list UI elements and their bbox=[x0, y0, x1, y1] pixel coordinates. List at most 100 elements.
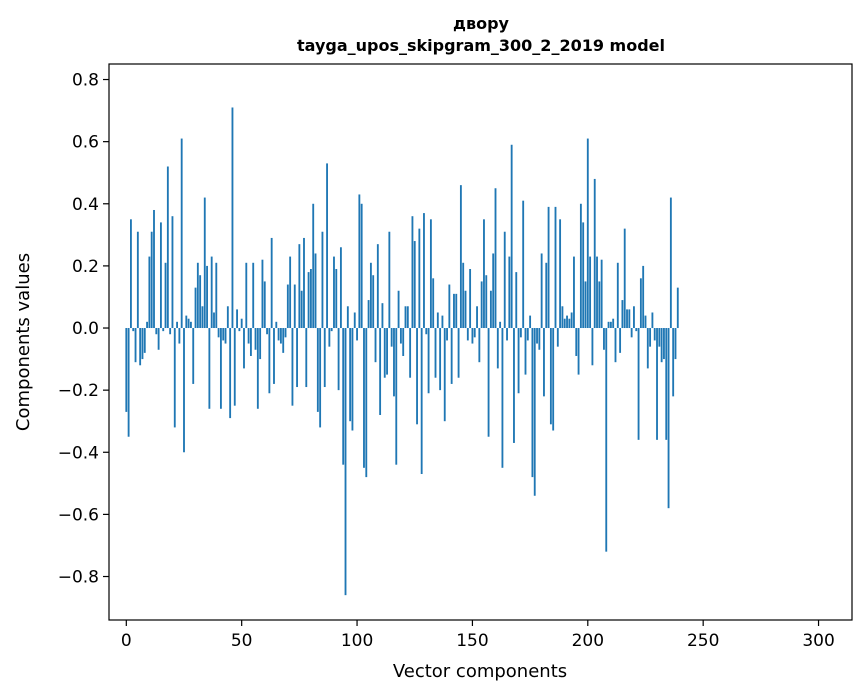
bar-1 bbox=[127, 328, 130, 437]
bar-232 bbox=[660, 328, 663, 363]
bar-162 bbox=[499, 321, 502, 329]
bar-222 bbox=[637, 328, 640, 440]
bar-185 bbox=[552, 328, 555, 431]
bar-180 bbox=[540, 253, 543, 329]
bar-2 bbox=[130, 219, 132, 329]
bar-0 bbox=[125, 328, 128, 412]
bar-176 bbox=[531, 328, 534, 478]
bar-79 bbox=[307, 272, 310, 329]
bar-43 bbox=[224, 328, 227, 344]
bar-84 bbox=[319, 328, 322, 428]
bar-7 bbox=[141, 328, 144, 360]
bar-198 bbox=[582, 222, 585, 329]
bar-81 bbox=[312, 203, 315, 329]
bar-170 bbox=[517, 328, 520, 394]
bar-62 bbox=[268, 328, 271, 394]
bar-155 bbox=[483, 219, 485, 329]
x-tick-label: 200 bbox=[572, 631, 604, 651]
bar-98 bbox=[351, 328, 354, 431]
chart-title: двору bbox=[453, 14, 509, 33]
bar-111 bbox=[381, 303, 384, 329]
bar-80 bbox=[309, 269, 312, 329]
bar-190 bbox=[563, 318, 566, 329]
bar-54 bbox=[249, 328, 252, 356]
bar-183 bbox=[547, 206, 550, 329]
bar-188 bbox=[559, 219, 562, 329]
bar-9 bbox=[146, 321, 148, 329]
bar-131 bbox=[427, 328, 430, 394]
bar-127 bbox=[418, 228, 421, 329]
bar-231 bbox=[658, 328, 661, 347]
bar-213 bbox=[616, 262, 619, 329]
bar-166 bbox=[508, 256, 511, 329]
bar-211 bbox=[612, 318, 615, 329]
bar-129 bbox=[423, 213, 425, 329]
bar-72 bbox=[291, 328, 294, 406]
bar-236 bbox=[669, 197, 672, 329]
bar-89 bbox=[330, 328, 333, 332]
bar-87 bbox=[326, 163, 328, 329]
bar-51 bbox=[243, 328, 245, 369]
bar-115 bbox=[390, 328, 393, 347]
bar-107 bbox=[372, 275, 375, 329]
bar-83 bbox=[316, 328, 319, 412]
bar-229 bbox=[653, 328, 656, 341]
bar-90 bbox=[333, 256, 335, 329]
bar-66 bbox=[277, 328, 280, 341]
bar-91 bbox=[335, 269, 338, 329]
bar-126 bbox=[416, 328, 418, 425]
bar-203 bbox=[593, 178, 596, 329]
bar-118 bbox=[397, 290, 400, 329]
bar-39 bbox=[215, 262, 218, 329]
bar-63 bbox=[270, 237, 273, 329]
bar-35 bbox=[206, 265, 208, 329]
bar-239 bbox=[676, 287, 679, 329]
y-tick-label: 0.6 bbox=[72, 133, 99, 153]
bar-212 bbox=[614, 328, 617, 363]
bar-23 bbox=[178, 328, 181, 344]
bar-109 bbox=[376, 244, 379, 329]
bar-21 bbox=[173, 328, 176, 428]
bar-105 bbox=[367, 300, 370, 329]
bar-137 bbox=[441, 315, 444, 329]
bar-103 bbox=[363, 328, 365, 468]
bar-182 bbox=[545, 262, 548, 329]
bar-133 bbox=[432, 278, 435, 329]
bar-184 bbox=[549, 328, 552, 425]
bar-29 bbox=[192, 328, 195, 384]
bar-121 bbox=[404, 306, 407, 329]
bar-144 bbox=[457, 328, 460, 378]
bar-104 bbox=[365, 328, 368, 478]
bar-34 bbox=[203, 197, 206, 329]
bar-14 bbox=[157, 328, 160, 350]
bar-174 bbox=[526, 328, 529, 341]
bar-204 bbox=[596, 256, 598, 329]
bar-114 bbox=[388, 231, 391, 329]
bar-60 bbox=[263, 281, 266, 329]
bar-214 bbox=[619, 328, 622, 353]
y-tick-label: 0.4 bbox=[72, 195, 99, 215]
bar-45 bbox=[229, 328, 232, 419]
bar-13 bbox=[155, 328, 158, 335]
bar-124 bbox=[411, 216, 414, 329]
bar-22 bbox=[176, 321, 178, 329]
bar-175 bbox=[529, 315, 532, 329]
bar-5 bbox=[136, 231, 139, 329]
bar-77 bbox=[303, 237, 305, 329]
bar-134 bbox=[434, 328, 437, 378]
bar-95 bbox=[344, 328, 347, 596]
bar-163 bbox=[501, 328, 504, 468]
bar-186 bbox=[554, 206, 557, 329]
bar-206 bbox=[600, 259, 603, 329]
bar-102 bbox=[360, 203, 363, 329]
bar-106 bbox=[369, 262, 372, 329]
bar-187 bbox=[556, 328, 559, 347]
bar-223 bbox=[639, 278, 642, 329]
bar-31 bbox=[196, 262, 199, 329]
bar-210 bbox=[609, 321, 612, 329]
bar-6 bbox=[139, 328, 142, 366]
bar-146 bbox=[462, 262, 465, 329]
y-tick-label: 0.0 bbox=[72, 319, 99, 339]
bar-194 bbox=[573, 256, 575, 329]
